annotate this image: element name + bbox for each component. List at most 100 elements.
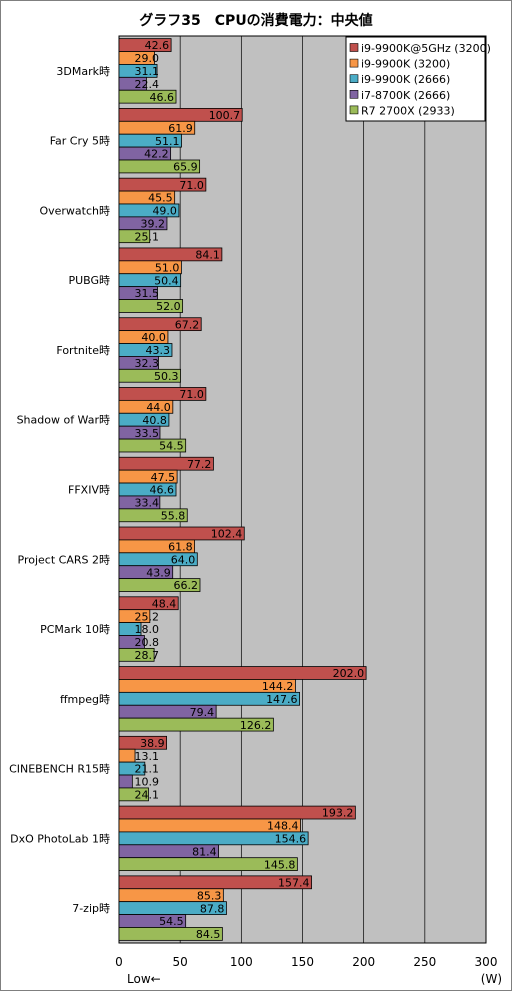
data-label: 33.4 <box>135 497 160 510</box>
data-label: 61.9 <box>168 122 193 135</box>
category-label: Fortnite時 <box>56 344 110 357</box>
bar <box>118 787 149 802</box>
bar <box>118 229 151 244</box>
data-label: 50.3 <box>154 370 179 383</box>
data-label: 54.5 <box>159 915 184 928</box>
data-label: 79.4 <box>190 706 215 719</box>
bar <box>118 748 136 763</box>
data-label: 28.7 <box>135 649 160 662</box>
data-label: 39.2 <box>140 217 165 230</box>
data-label: 77.2 <box>187 458 212 471</box>
x-tick-label: 0 <box>115 955 123 969</box>
data-label: 44.0 <box>146 401 171 414</box>
bar <box>118 774 133 789</box>
data-label: 40.8 <box>142 414 167 427</box>
data-label: 84.5 <box>196 928 221 941</box>
category-label: Project CARS 2時 <box>18 553 110 566</box>
data-label: 145.8 <box>264 858 296 871</box>
category-label: Shadow of War時 <box>17 414 110 427</box>
data-label: 21.1 <box>135 763 160 776</box>
data-label: 67.2 <box>175 318 200 331</box>
data-label: 31.5 <box>135 287 160 300</box>
legend-box <box>345 36 486 122</box>
data-label: 61.8 <box>168 541 193 554</box>
category-labels: 3DMark時 Far Cry 5時 Overwatch時 PUBG時 Fortnite… <box>9 65 110 915</box>
data-label: 10.9 <box>135 776 160 789</box>
x-tick-label: 250 <box>413 955 436 969</box>
data-label: 49.0 <box>152 205 177 218</box>
data-label: 71.0 <box>179 179 204 192</box>
data-label: 25.2 <box>135 610 160 623</box>
data-label: 46.6 <box>150 484 175 497</box>
chart-title: グラフ35 CPUの消費電力：中央値 <box>139 12 372 29</box>
bar <box>118 89 177 104</box>
x-tick-label: 100 <box>230 955 253 969</box>
bar <box>118 805 356 820</box>
data-label: 85.3 <box>197 889 222 902</box>
data-label: 22.4 <box>135 78 160 91</box>
data-label: 157.4 <box>278 876 310 889</box>
data-label: 13.1 <box>135 750 160 763</box>
x-tick-label: 50 <box>173 955 188 969</box>
category-label: FFXIV時 <box>68 484 110 497</box>
data-label: 51.1 <box>155 135 180 148</box>
data-label: 64.0 <box>171 553 196 566</box>
legend: i9-9900K@5GHz (3200) i9-9900K (3200) i9-99… <box>345 36 491 122</box>
data-label: 24.1 <box>135 789 160 802</box>
category-label: 7-zip時 <box>72 902 110 915</box>
legend-item: i9-9900K (3200) <box>361 58 450 71</box>
data-label: 38.9 <box>140 737 165 750</box>
data-label: 43.3 <box>145 344 170 357</box>
data-labels: 42.629.031.122.446.6100.761.951.142.265.… <box>135 39 365 941</box>
data-label: 25.1 <box>135 230 160 243</box>
bar <box>118 578 201 592</box>
bars <box>118 38 367 941</box>
bar <box>118 299 184 313</box>
data-label: 48.4 <box>152 597 177 610</box>
data-label: 18.0 <box>135 623 160 636</box>
bar <box>118 438 187 453</box>
data-label: 51.0 <box>155 261 180 274</box>
data-label: 45.5 <box>148 192 173 205</box>
category-label: Far Cry 5時 <box>50 135 110 148</box>
data-label: 84.1 <box>195 249 220 262</box>
data-label: 100.7 <box>209 109 241 122</box>
legend-swatch <box>349 105 359 115</box>
legend-item: i7-8700K (2666) <box>361 89 450 102</box>
data-label: 147.6 <box>266 693 298 706</box>
data-label: 46.6 <box>150 91 175 104</box>
category-label: CINEBENCH R15時 <box>9 763 110 776</box>
data-label: 47.5 <box>151 471 176 484</box>
x-axis-low-label: Low← <box>127 972 161 986</box>
category-label: PUBG時 <box>68 274 110 287</box>
category-label: 3DMark時 <box>56 65 110 78</box>
x-tick-label: 300 <box>475 955 498 969</box>
legend-item: i9-9900K@5GHz (3200) <box>361 42 491 55</box>
data-label: 20.8 <box>135 636 160 649</box>
data-label: 193.2 <box>322 807 354 820</box>
legend-item: R7 2700X (2933) <box>361 104 455 117</box>
data-label: 33.5 <box>135 427 160 440</box>
data-label: 52.0 <box>156 300 181 313</box>
data-label: 66.2 <box>173 579 198 592</box>
category-label: PCMark 10時 <box>40 623 110 636</box>
bar <box>118 717 274 732</box>
bar <box>118 647 155 662</box>
legend-swatch <box>349 90 359 99</box>
data-label: 43.9 <box>146 566 171 579</box>
data-label: 65.9 <box>173 161 198 174</box>
category-label: ffmpeg時 <box>60 693 110 706</box>
data-label: 148.4 <box>267 820 299 833</box>
bar <box>118 666 367 680</box>
x-tick-label: 150 <box>291 955 314 969</box>
x-axis-ticks: 0 50 100 150 200 250 300 <box>115 955 497 969</box>
data-label: 144.2 <box>262 680 294 693</box>
x-axis-unit: (W) <box>481 972 502 986</box>
category-label: DxO PhotoLab 1時 <box>10 832 110 845</box>
x-tick-label: 200 <box>352 955 375 969</box>
legend-item: i9-9900K (2666) <box>361 73 450 86</box>
data-label: 40.0 <box>141 331 166 344</box>
bar <box>118 159 201 174</box>
data-label: 81.4 <box>192 845 217 858</box>
